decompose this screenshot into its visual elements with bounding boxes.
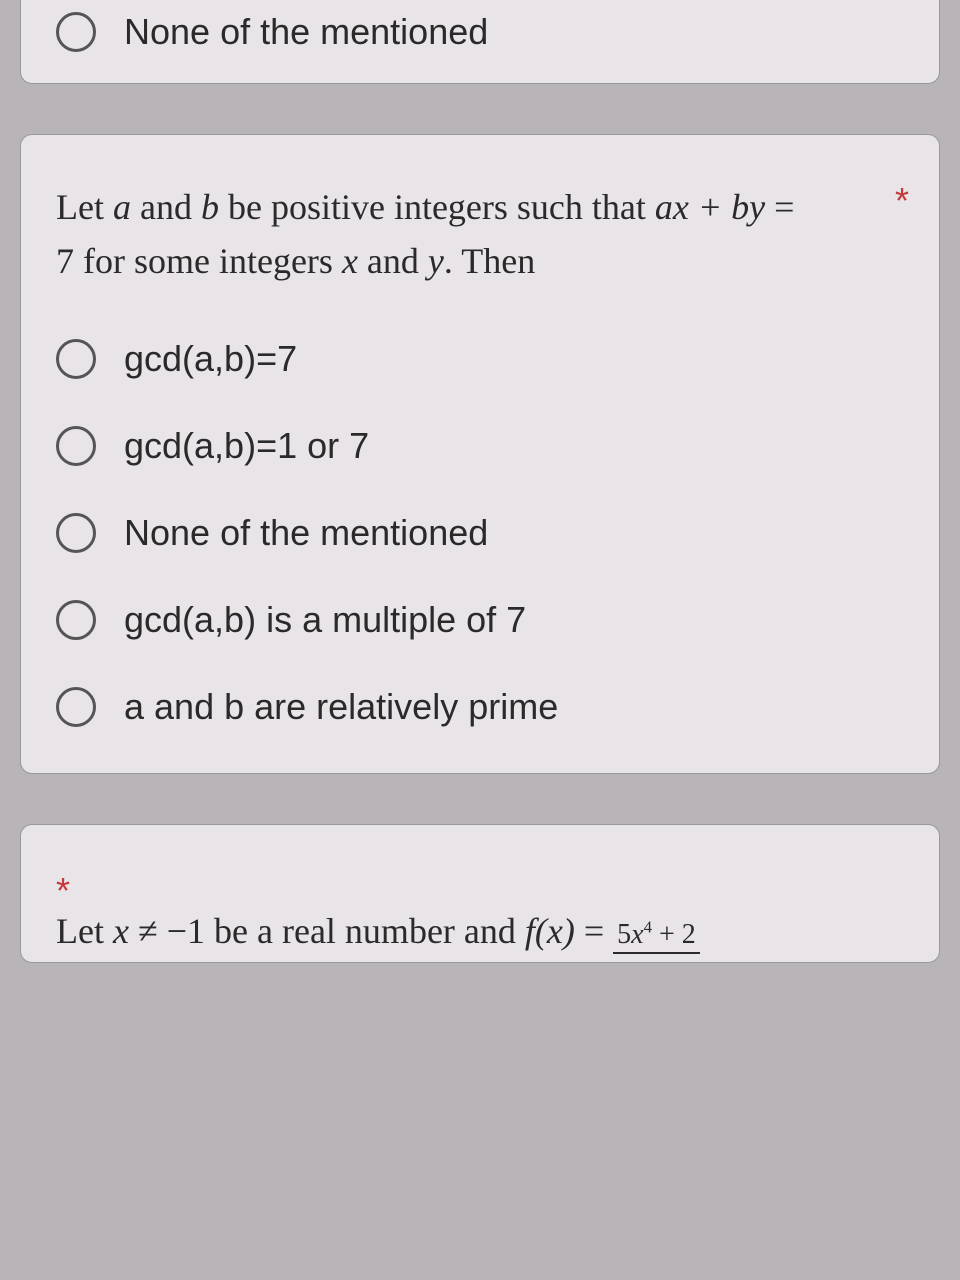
q-text-part: and [131,187,201,227]
question-card-next: * Let x ≠ −1 be a real number and f(x) =… [20,824,940,963]
required-marker: * [895,180,909,222]
question-text-next: Let x ≠ −1 be a real number and f(x) = 5… [56,910,904,952]
option-label: gcd(a,b)=7 [124,338,297,380]
q-text-part: be positive integers such that [219,187,655,227]
q-var-x: x [342,241,358,281]
option-label: a and b are relatively prime [124,686,558,728]
option-label: None of the mentioned [124,512,488,554]
q-text-part: 7 [56,241,83,281]
q-text-part: Let [56,187,113,227]
required-marker: * [56,870,70,912]
option-label: gcd(a,b) is a multiple of 7 [124,599,526,641]
fraction-numerator: 5x4 + 2 [613,919,700,954]
q-text-part: . Then [444,241,535,281]
q-text-part: and [358,241,428,281]
radio-icon[interactable] [56,426,96,466]
options-list: gcd(a,b)=7 gcd(a,b)=1 or 7 None of the m… [56,338,904,728]
q-fx: f(x) [525,911,575,951]
option-row[interactable]: gcd(a,b)=7 [56,338,904,380]
q-text-part: Let [56,911,113,951]
q-var-y: y [428,241,444,281]
option-label: gcd(a,b)=1 or 7 [124,425,369,467]
q-text-part: = [575,911,613,951]
q-equation: ax + by [655,187,765,227]
fraction: 5x4 + 2 [613,920,700,949]
question-text: Let a and b be positive integers such th… [56,180,904,288]
radio-icon[interactable] [56,513,96,553]
q-text-part: for some integers [83,241,342,281]
option-row[interactable]: gcd(a,b) is a multiple of 7 [56,599,904,641]
q-text-part: = [765,187,794,227]
question-card-prev: None of the mentioned [20,0,940,84]
option-row[interactable]: a and b are relatively prime [56,686,904,728]
question-card-main: * Let a and b be positive integers such … [20,134,940,774]
q-text-part: be a real number and [214,911,525,951]
q-text-part: ≠ −1 [129,911,214,951]
q-var-x: x [113,911,129,951]
radio-icon[interactable] [56,12,96,52]
radio-icon[interactable] [56,687,96,727]
option-label: None of the mentioned [124,11,488,53]
q-var-b: b [201,187,219,227]
option-row[interactable]: None of the mentioned [56,512,904,554]
option-row[interactable]: gcd(a,b)=1 or 7 [56,425,904,467]
radio-icon[interactable] [56,600,96,640]
radio-icon[interactable] [56,339,96,379]
q-var-a: a [113,187,131,227]
option-row[interactable]: None of the mentioned [56,11,904,53]
